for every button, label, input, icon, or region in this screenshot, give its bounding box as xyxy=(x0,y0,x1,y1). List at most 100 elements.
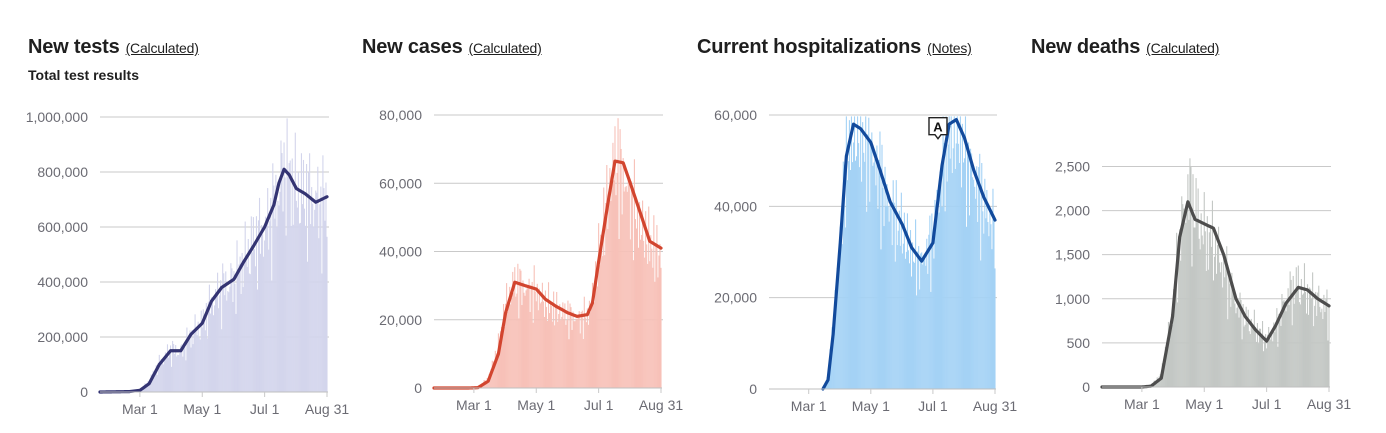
daily-bar xyxy=(194,314,196,392)
daily-bar xyxy=(1233,293,1235,387)
daily-bar xyxy=(285,235,287,392)
daily-bar xyxy=(626,191,628,388)
daily-bar xyxy=(1308,314,1310,387)
daily-bar xyxy=(909,230,912,389)
daily-bar xyxy=(660,267,662,388)
daily-bar xyxy=(1275,321,1277,387)
daily-bar xyxy=(269,221,271,392)
daily-bar xyxy=(233,271,235,392)
x-tick-label: Jul 1 xyxy=(1252,396,1282,412)
daily-bar xyxy=(652,267,654,388)
daily-bar xyxy=(296,207,298,392)
daily-bar xyxy=(1296,289,1298,387)
calculated-link[interactable]: (Calculated) xyxy=(125,40,199,56)
daily-bar xyxy=(228,292,230,392)
daily-bar xyxy=(869,201,871,389)
daily-bar xyxy=(563,318,565,388)
daily-bar xyxy=(1210,246,1212,387)
daily-bar xyxy=(905,251,907,389)
daily-bar xyxy=(984,178,986,389)
daily-bar xyxy=(966,145,969,389)
daily-bar xyxy=(161,358,163,392)
daily-bar xyxy=(904,258,906,389)
daily-bar xyxy=(157,362,159,392)
daily-bar xyxy=(205,303,207,392)
daily-bar xyxy=(1202,244,1204,387)
daily-bar xyxy=(963,158,966,389)
daily-bar xyxy=(1173,289,1175,387)
daily-bar xyxy=(239,256,241,392)
daily-bar xyxy=(958,162,960,389)
daily-bar xyxy=(1258,328,1261,387)
daily-bar xyxy=(287,177,289,392)
daily-bar xyxy=(903,212,905,389)
daily-bar xyxy=(898,210,900,389)
daily-bar xyxy=(884,166,886,389)
daily-bar xyxy=(896,245,898,389)
daily-bar xyxy=(200,310,202,392)
x-tick-label: Jul 1 xyxy=(918,398,948,414)
daily-bar xyxy=(540,301,542,388)
daily-bar xyxy=(948,116,950,390)
daily-bar xyxy=(844,227,846,389)
daily-bar xyxy=(917,251,919,389)
daily-bar xyxy=(619,129,621,388)
y-tick-label: 60,000 xyxy=(379,175,422,191)
daily-bar xyxy=(1203,192,1205,387)
daily-bar xyxy=(1316,315,1318,387)
daily-bar xyxy=(531,281,533,388)
daily-bar xyxy=(1314,305,1316,387)
daily-bar xyxy=(590,306,593,388)
daily-bar xyxy=(498,343,500,388)
y-tick-label: 400,000 xyxy=(37,274,88,290)
daily-bar xyxy=(526,288,528,388)
daily-bar xyxy=(982,211,984,389)
daily-bar xyxy=(970,148,972,389)
notes-link[interactable]: (Notes) xyxy=(927,40,972,56)
daily-bar xyxy=(1287,288,1289,387)
daily-bar xyxy=(196,335,198,392)
daily-bar xyxy=(891,245,893,389)
daily-bar xyxy=(186,327,188,392)
daily-bar xyxy=(559,304,561,388)
daily-bar xyxy=(929,215,931,389)
daily-bar xyxy=(499,331,502,388)
daily-bar xyxy=(294,132,296,392)
daily-bar xyxy=(569,303,571,388)
daily-bar xyxy=(895,180,897,389)
daily-bar xyxy=(308,172,310,392)
daily-bar xyxy=(1323,294,1325,387)
daily-bar xyxy=(568,339,570,388)
daily-bar xyxy=(227,291,229,392)
daily-bar xyxy=(291,158,293,392)
daily-bar xyxy=(860,116,862,390)
calculated-link[interactable]: (Calculated) xyxy=(1146,40,1220,56)
daily-bar xyxy=(288,163,290,392)
daily-bar xyxy=(225,271,227,392)
daily-bar xyxy=(229,286,231,392)
daily-bar xyxy=(270,197,272,392)
daily-bar xyxy=(924,257,926,389)
daily-bar xyxy=(193,333,195,392)
daily-bar xyxy=(249,274,251,392)
daily-bar xyxy=(597,286,599,388)
daily-bar xyxy=(611,184,613,388)
daily-bar xyxy=(596,276,598,388)
daily-bar xyxy=(283,142,285,392)
daily-bar xyxy=(293,186,295,392)
daily-bar xyxy=(1222,287,1224,387)
daily-bar xyxy=(1176,232,1178,387)
daily-bar xyxy=(1177,302,1179,387)
daily-bar xyxy=(562,302,564,388)
daily-bar xyxy=(170,345,172,392)
daily-bar xyxy=(177,354,179,392)
daily-bar xyxy=(554,325,556,388)
daily-bar xyxy=(524,295,526,388)
daily-bar xyxy=(608,196,610,388)
daily-bar xyxy=(902,243,904,389)
daily-bar xyxy=(591,282,594,388)
daily-bar xyxy=(1271,334,1273,387)
daily-bar xyxy=(625,186,627,388)
daily-bar xyxy=(1211,200,1213,387)
calculated-link[interactable]: (Calculated) xyxy=(468,40,542,56)
